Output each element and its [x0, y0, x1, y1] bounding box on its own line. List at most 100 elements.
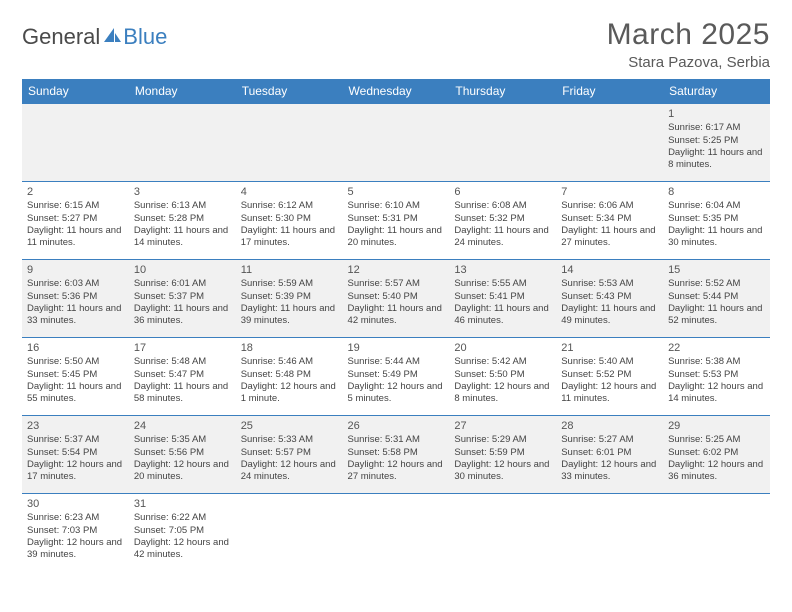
sunrise-text: Sunrise: 5:42 AM [454, 356, 551, 368]
daylight-text: Daylight: 11 hours and 27 minutes. [561, 225, 658, 250]
daylight-text: Daylight: 11 hours and 42 minutes. [348, 303, 445, 328]
sunset-text: Sunset: 7:03 PM [27, 525, 124, 537]
calendar-cell: 20Sunrise: 5:42 AMSunset: 5:50 PMDayligh… [449, 338, 556, 416]
daylight-text: Daylight: 11 hours and 36 minutes. [134, 303, 231, 328]
day-header: Sunday [22, 79, 129, 104]
sunrise-text: Sunrise: 5:52 AM [668, 278, 765, 290]
sunrise-text: Sunrise: 6:06 AM [561, 200, 658, 212]
calendar-cell: 1Sunrise: 6:17 AMSunset: 5:25 PMDaylight… [663, 104, 770, 182]
sunrise-text: Sunrise: 6:01 AM [134, 278, 231, 290]
day-number: 21 [561, 341, 658, 355]
calendar-cell: 8Sunrise: 6:04 AMSunset: 5:35 PMDaylight… [663, 182, 770, 260]
sunset-text: Sunset: 5:40 PM [348, 291, 445, 303]
day-number: 13 [454, 263, 551, 277]
calendar-week-row: 2Sunrise: 6:15 AMSunset: 5:27 PMDaylight… [22, 182, 770, 260]
logo-text-1: General [22, 24, 100, 50]
sunrise-text: Sunrise: 6:03 AM [27, 278, 124, 290]
sunrise-text: Sunrise: 6:04 AM [668, 200, 765, 212]
sunset-text: Sunset: 6:01 PM [561, 447, 658, 459]
day-number: 15 [668, 263, 765, 277]
day-number: 3 [134, 185, 231, 199]
daylight-text: Daylight: 12 hours and 11 minutes. [561, 381, 658, 406]
calendar-week-row: 9Sunrise: 6:03 AMSunset: 5:36 PMDaylight… [22, 260, 770, 338]
calendar-cell: 28Sunrise: 5:27 AMSunset: 6:01 PMDayligh… [556, 416, 663, 494]
sunset-text: Sunset: 5:35 PM [668, 213, 765, 225]
day-header: Wednesday [343, 79, 450, 104]
calendar-cell [663, 494, 770, 572]
calendar-cell [343, 494, 450, 572]
sunrise-text: Sunrise: 6:08 AM [454, 200, 551, 212]
calendar-cell: 2Sunrise: 6:15 AMSunset: 5:27 PMDaylight… [22, 182, 129, 260]
sunrise-text: Sunrise: 6:12 AM [241, 200, 338, 212]
day-number: 12 [348, 263, 445, 277]
calendar-cell: 17Sunrise: 5:48 AMSunset: 5:47 PMDayligh… [129, 338, 236, 416]
sunrise-text: Sunrise: 6:23 AM [27, 512, 124, 524]
calendar-cell [449, 104, 556, 182]
sunrise-text: Sunrise: 5:57 AM [348, 278, 445, 290]
daylight-text: Daylight: 12 hours and 33 minutes. [561, 459, 658, 484]
calendar-cell [556, 494, 663, 572]
day-number: 17 [134, 341, 231, 355]
calendar-week-row: 23Sunrise: 5:37 AMSunset: 5:54 PMDayligh… [22, 416, 770, 494]
day-number: 19 [348, 341, 445, 355]
sunset-text: Sunset: 5:43 PM [561, 291, 658, 303]
daylight-text: Daylight: 12 hours and 8 minutes. [454, 381, 551, 406]
sunset-text: Sunset: 5:56 PM [134, 447, 231, 459]
daylight-text: Daylight: 12 hours and 20 minutes. [134, 459, 231, 484]
calendar-cell: 19Sunrise: 5:44 AMSunset: 5:49 PMDayligh… [343, 338, 450, 416]
calendar-cell: 24Sunrise: 5:35 AMSunset: 5:56 PMDayligh… [129, 416, 236, 494]
daylight-text: Daylight: 12 hours and 5 minutes. [348, 381, 445, 406]
day-number: 11 [241, 263, 338, 277]
calendar-cell: 25Sunrise: 5:33 AMSunset: 5:57 PMDayligh… [236, 416, 343, 494]
calendar-body: 1Sunrise: 6:17 AMSunset: 5:25 PMDaylight… [22, 104, 770, 572]
day-number: 29 [668, 419, 765, 433]
sunrise-text: Sunrise: 5:46 AM [241, 356, 338, 368]
sunrise-text: Sunrise: 5:25 AM [668, 434, 765, 446]
daylight-text: Daylight: 11 hours and 17 minutes. [241, 225, 338, 250]
day-number: 27 [454, 419, 551, 433]
daylight-text: Daylight: 12 hours and 39 minutes. [27, 537, 124, 562]
logo-sail-icon [102, 24, 122, 50]
calendar-cell: 5Sunrise: 6:10 AMSunset: 5:31 PMDaylight… [343, 182, 450, 260]
day-number: 18 [241, 341, 338, 355]
day-header: Monday [129, 79, 236, 104]
daylight-text: Daylight: 11 hours and 24 minutes. [454, 225, 551, 250]
calendar-cell: 21Sunrise: 5:40 AMSunset: 5:52 PMDayligh… [556, 338, 663, 416]
day-number: 4 [241, 185, 338, 199]
calendar-cell: 9Sunrise: 6:03 AMSunset: 5:36 PMDaylight… [22, 260, 129, 338]
sunrise-text: Sunrise: 5:38 AM [668, 356, 765, 368]
day-number: 2 [27, 185, 124, 199]
daylight-text: Daylight: 12 hours and 42 minutes. [134, 537, 231, 562]
sunrise-text: Sunrise: 5:53 AM [561, 278, 658, 290]
calendar-cell: 27Sunrise: 5:29 AMSunset: 5:59 PMDayligh… [449, 416, 556, 494]
sunrise-text: Sunrise: 5:33 AM [241, 434, 338, 446]
calendar-cell: 3Sunrise: 6:13 AMSunset: 5:28 PMDaylight… [129, 182, 236, 260]
calendar-week-row: 30Sunrise: 6:23 AMSunset: 7:03 PMDayligh… [22, 494, 770, 572]
calendar-week-row: 1Sunrise: 6:17 AMSunset: 5:25 PMDaylight… [22, 104, 770, 182]
day-header: Friday [556, 79, 663, 104]
calendar-week-row: 16Sunrise: 5:50 AMSunset: 5:45 PMDayligh… [22, 338, 770, 416]
calendar-cell: 18Sunrise: 5:46 AMSunset: 5:48 PMDayligh… [236, 338, 343, 416]
day-header: Saturday [663, 79, 770, 104]
sunset-text: Sunset: 5:49 PM [348, 369, 445, 381]
day-number: 7 [561, 185, 658, 199]
daylight-text: Daylight: 11 hours and 46 minutes. [454, 303, 551, 328]
sunset-text: Sunset: 5:57 PM [241, 447, 338, 459]
day-header: Tuesday [236, 79, 343, 104]
logo-text-2: Blue [123, 24, 167, 50]
sunrise-text: Sunrise: 6:10 AM [348, 200, 445, 212]
calendar-table: Sunday Monday Tuesday Wednesday Thursday… [22, 79, 770, 572]
title-block: March 2025 Stara Pazova, Serbia [607, 18, 770, 71]
daylight-text: Daylight: 12 hours and 1 minute. [241, 381, 338, 406]
daylight-text: Daylight: 12 hours and 24 minutes. [241, 459, 338, 484]
sunset-text: Sunset: 5:58 PM [348, 447, 445, 459]
daylight-text: Daylight: 11 hours and 33 minutes. [27, 303, 124, 328]
sunset-text: Sunset: 5:59 PM [454, 447, 551, 459]
sunset-text: Sunset: 7:05 PM [134, 525, 231, 537]
day-number: 23 [27, 419, 124, 433]
sunset-text: Sunset: 6:02 PM [668, 447, 765, 459]
day-number: 26 [348, 419, 445, 433]
daylight-text: Daylight: 11 hours and 52 minutes. [668, 303, 765, 328]
calendar-cell: 23Sunrise: 5:37 AMSunset: 5:54 PMDayligh… [22, 416, 129, 494]
calendar-cell [22, 104, 129, 182]
